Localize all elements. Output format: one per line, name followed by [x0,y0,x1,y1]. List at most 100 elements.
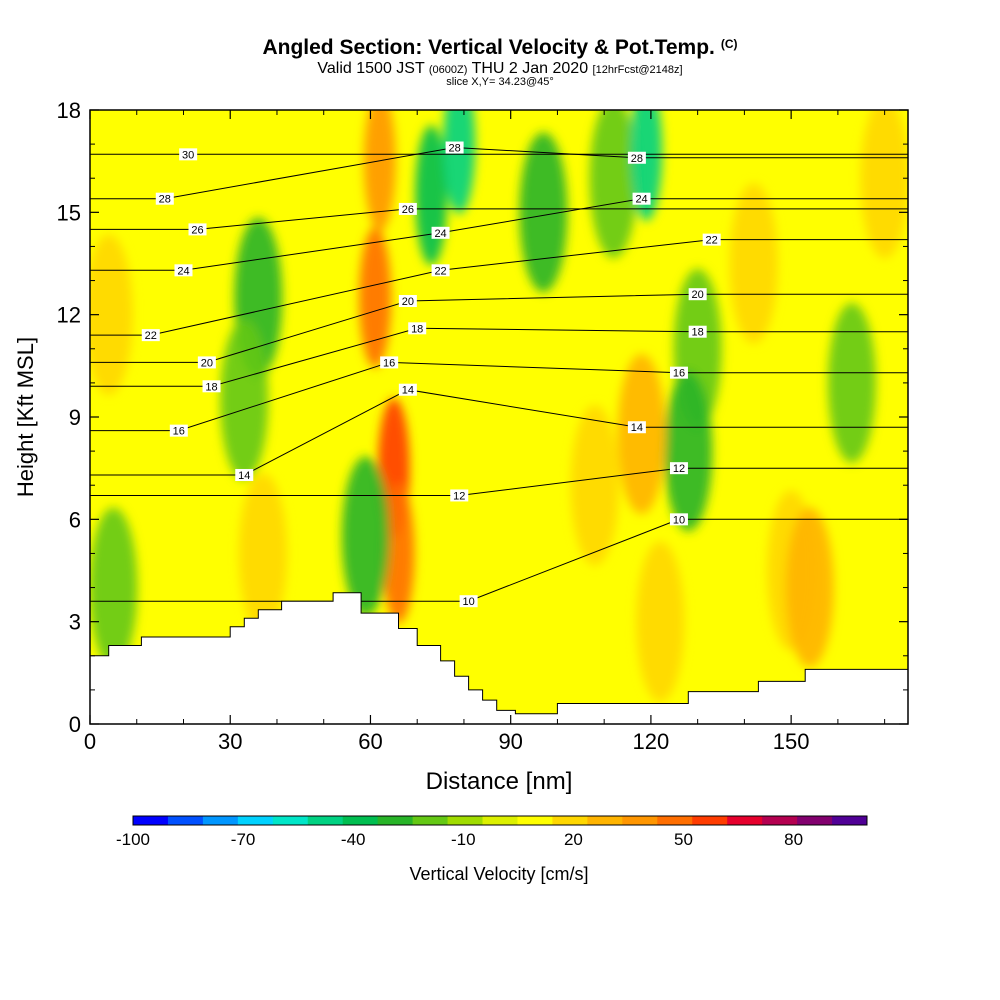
colorbar-swatch-10 [482,816,518,825]
vv-feature-25 [341,456,390,617]
isentrope-label-bg-20 [632,192,651,205]
isentrope-label-15: 16 [383,357,395,369]
isentrope-label-bg-6 [202,380,221,393]
isentrope-label-bg-7 [169,424,188,437]
x-tick-label-60: 60 [358,729,382,754]
isentrope-label-14: 18 [411,323,423,335]
isentrope-label-bg-17 [450,489,469,502]
isentrope-label-bg-21 [702,233,721,246]
plot-area: 30 28 26 24 22 20 18 16 14 28 26 24 22 20 18 16 14 12 10 28… [90,110,908,724]
isentrope-label-bg-4 [141,329,160,342]
colorbar-swatch-11 [517,816,553,825]
x-tick-label-0: 0 [84,729,96,754]
y-tick-label-0: 0 [69,712,81,737]
isentrope-label-bg-13 [398,295,417,308]
slice-info: slice X,Y= 34.23@45° [446,76,554,88]
isentrope-label-20: 24 [635,194,647,206]
isentrope-label-bg-11 [431,226,450,239]
isentrope-label-7: 16 [173,426,185,438]
isentrope-label-bg-8 [235,468,254,481]
x-axis-label: Distance [nm] [426,768,573,795]
isentrope-label-23: 18 [692,327,704,339]
vv-feature-21 [729,183,778,344]
isentrope-labels: 30 28 26 24 22 20 18 16 14 28 26 24 22 20 18 16 14 12 10 28… [141,141,721,608]
colorbar: -100 -70 -40 -10 20 50 80 [116,815,868,849]
isentrope-label-6: 18 [205,381,217,393]
vv-feature-24 [90,507,138,668]
vertical-velocity-field [90,110,908,702]
isentrope-label-2: 26 [191,224,203,236]
vv-feature-14 [664,371,713,532]
x-tick-label-150: 150 [773,729,810,754]
chart-title-text: Angled Section: Vertical Velocity & Pot.… [262,36,715,59]
x-tick-label-30: 30 [218,729,242,754]
colorbar-tick-label-6: 80 [784,830,803,849]
vv-feature-22 [636,541,685,702]
colorbar-swatch-9 [447,816,484,825]
y-axis: 0 3 6 9 12 15 18 [57,98,908,737]
valid-prefix: Valid 1500 JST [317,60,425,77]
isentrope-label-22: 20 [692,289,704,301]
terrain [90,592,908,724]
isentrope-label-bg-24 [669,366,688,379]
forecast-info: [12hrFcst@2148z] [592,64,683,76]
isentrope-12 [90,467,908,496]
isentrope-label-24: 16 [673,368,685,380]
valid-utc: (0600Z) [428,64,468,76]
isentrope-label-16: 14 [402,385,414,397]
isentrope-label-bg-18 [459,595,478,608]
vv-feature-15 [827,302,876,463]
isentrope-label-bg-19 [627,151,646,164]
y-axis-label: Height [Kft MSL] [13,337,38,497]
isentrope-label-27: 10 [673,514,685,526]
colorbar-swatch-18 [762,816,798,825]
y-tick-label-18: 18 [57,98,81,123]
colorbar-tick-label-4: 20 [564,830,583,849]
isentrope-label-18: 10 [462,596,474,608]
isentrope-label-10: 26 [402,204,414,216]
vv-feature-8 [415,125,448,266]
isentrope-label-17: 12 [453,490,465,502]
isentrope-label-bg-23 [688,325,707,338]
colorbar-swatch-3 [237,816,274,825]
colorbar-swatch-13 [587,816,623,825]
vv-feature-17 [570,405,619,566]
isentrope-label-19: 28 [631,153,643,165]
vv-feature-7 [220,319,269,480]
isentrope-label-1: 28 [159,194,171,206]
colorbar-swatch-19 [797,816,833,825]
isentrope-label-bg-9 [445,141,464,154]
colorbar-swatch-1 [167,816,204,825]
isentrope-label-12: 22 [434,265,446,277]
vv-feature-23 [860,110,908,259]
isentrope-label-bg-5 [197,356,216,369]
colorbar-frame [132,815,868,826]
y-tick-label-9: 9 [69,405,81,430]
colorbar-tick-label-2: -40 [341,830,366,849]
isentrope-label-13: 20 [402,296,414,308]
isentrope-label-bg-25 [627,421,646,434]
isentrope-label-8: 14 [238,470,250,482]
x-tick-label-90: 90 [498,729,522,754]
colorbar-tick-label-0: -100 [116,830,150,849]
colorbar-swatch-5 [307,816,344,825]
vv-feature-4 [90,234,133,395]
vv-feature-20 [238,473,287,634]
colorbar-swatch-15 [657,816,693,825]
vv-feature-0 [363,110,396,232]
isentrope-label-bg-3 [174,264,193,277]
isentrope-label-bg-26 [669,462,688,475]
isentrope-label-21: 22 [706,235,718,247]
y-tick-label-3: 3 [69,610,81,635]
isentrope-label-bg-16 [398,383,417,396]
colorbar-swatch-14 [622,816,658,825]
isentrope-label-9: 28 [448,143,460,155]
vv-feature-3 [382,483,415,624]
y-tick-label-12: 12 [57,303,81,328]
title-units: (C) [720,37,738,51]
isentrope-label-3: 24 [177,265,189,277]
isentrope-label-bg-1 [155,192,174,205]
isentrope-10 [90,518,908,602]
chart-subtitle: Valid 1500 JST (0600Z) THU 2 Jan 2020 [1… [0,60,1000,78]
